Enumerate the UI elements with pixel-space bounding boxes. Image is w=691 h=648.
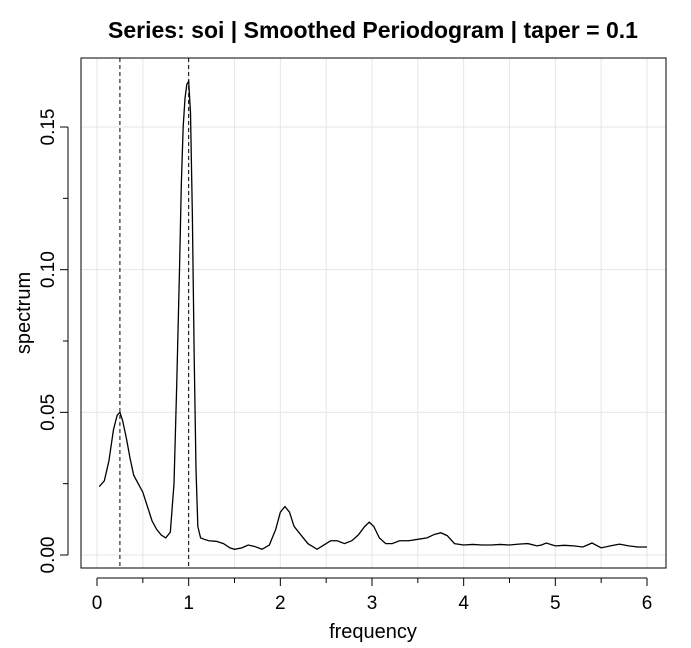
x-tick-label: 6 — [642, 593, 653, 614]
x-tick-label: 3 — [367, 593, 378, 614]
x-tick-label: 5 — [550, 593, 561, 614]
reference-lines — [119, 58, 190, 568]
y-axis: 0.00 0.05 0.10 0.15 — [38, 109, 69, 574]
plot-frame — [80, 57, 667, 569]
spectrum-series-line — [98, 79, 647, 551]
grid — [81, 58, 666, 568]
x-axis-label: frequency — [329, 621, 417, 643]
x-axis: 0 1 2 3 4 5 6 — [92, 577, 653, 614]
chart-title: Series: soi | Smoothed Periodogram | tap… — [108, 17, 638, 43]
y-axis-label: spectrum — [13, 272, 35, 354]
x-tick-label: 2 — [275, 593, 286, 614]
y-tick-label: 0.00 — [38, 537, 59, 574]
x-tick-label: 0 — [92, 593, 103, 614]
x-tick-label: 4 — [458, 593, 469, 614]
x-tick-label: 1 — [183, 593, 194, 614]
y-tick-label: 0.15 — [38, 109, 59, 146]
y-tick-label: 0.10 — [38, 251, 59, 288]
y-tick-label: 0.05 — [38, 394, 59, 431]
